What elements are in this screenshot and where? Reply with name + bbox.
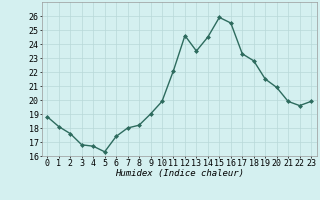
X-axis label: Humidex (Indice chaleur): Humidex (Indice chaleur) <box>115 169 244 178</box>
